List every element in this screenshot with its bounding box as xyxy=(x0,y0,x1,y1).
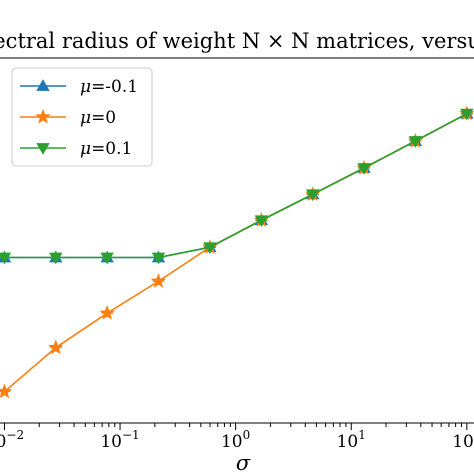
data-point xyxy=(357,163,371,175)
data-point xyxy=(36,79,50,91)
legend-label: μ=0.1 xyxy=(80,139,132,159)
x-tick-label: 101 xyxy=(337,428,366,452)
x-tick-label: 10−2 xyxy=(0,428,24,452)
axes: 10−2 10−1 100 101 102 xyxy=(0,57,474,452)
series-layer xyxy=(0,105,474,399)
legend-entry: μ=0.1 xyxy=(20,139,132,159)
legend-entry: μ=-0.1 xyxy=(20,77,138,97)
data-point xyxy=(48,339,64,355)
data-point xyxy=(408,136,423,148)
legend: μ=-0.1 μ=0 μ=0.1 xyxy=(11,67,153,167)
series-line xyxy=(4,112,468,259)
data-point xyxy=(150,273,167,288)
data-point xyxy=(151,252,166,265)
data-point xyxy=(99,305,115,320)
data-point xyxy=(100,252,114,265)
data-point xyxy=(305,189,320,202)
x-tick-label: 100 xyxy=(221,428,250,452)
x-tick-label: 102 xyxy=(452,428,474,452)
data-point xyxy=(35,108,51,124)
data-point xyxy=(0,252,12,265)
x-tick-label: 10−1 xyxy=(100,428,139,452)
data-point xyxy=(254,215,269,228)
data-point xyxy=(36,143,50,155)
legend-label: μ=-0.1 xyxy=(80,77,138,97)
data-point xyxy=(0,383,13,399)
data-point xyxy=(460,108,474,121)
series-2 xyxy=(0,108,474,265)
legend-entry: μ=0 xyxy=(20,108,116,128)
data-point xyxy=(49,252,63,265)
legend-box xyxy=(11,67,153,167)
data-point xyxy=(203,242,217,255)
chart-title: ectral radius of weight N × N matrices, … xyxy=(0,29,474,53)
x-axis-label: σ xyxy=(236,451,251,474)
legend-label: μ=0 xyxy=(80,108,116,128)
